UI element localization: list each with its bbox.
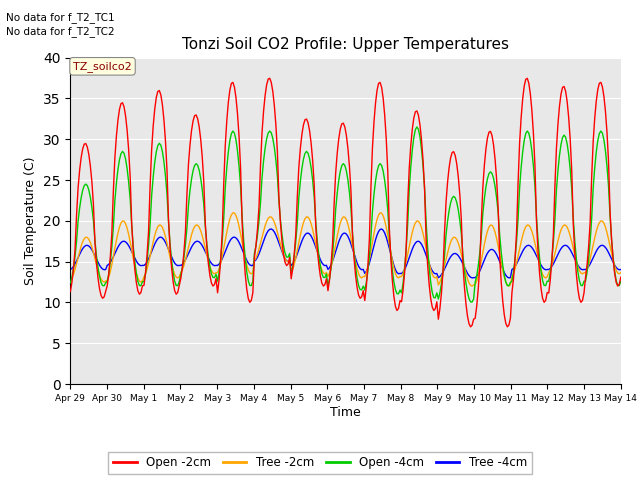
Y-axis label: Soil Temperature (C): Soil Temperature (C) bbox=[24, 156, 38, 285]
Text: No data for f_T2_TC1: No data for f_T2_TC1 bbox=[6, 12, 115, 23]
Text: TZ_soilco2: TZ_soilco2 bbox=[73, 61, 132, 72]
Legend: Open -2cm, Tree -2cm, Open -4cm, Tree -4cm: Open -2cm, Tree -2cm, Open -4cm, Tree -4… bbox=[108, 452, 532, 474]
X-axis label: Time: Time bbox=[330, 406, 361, 419]
Title: Tonzi Soil CO2 Profile: Upper Temperatures: Tonzi Soil CO2 Profile: Upper Temperatur… bbox=[182, 37, 509, 52]
Text: No data for f_T2_TC2: No data for f_T2_TC2 bbox=[6, 26, 115, 37]
